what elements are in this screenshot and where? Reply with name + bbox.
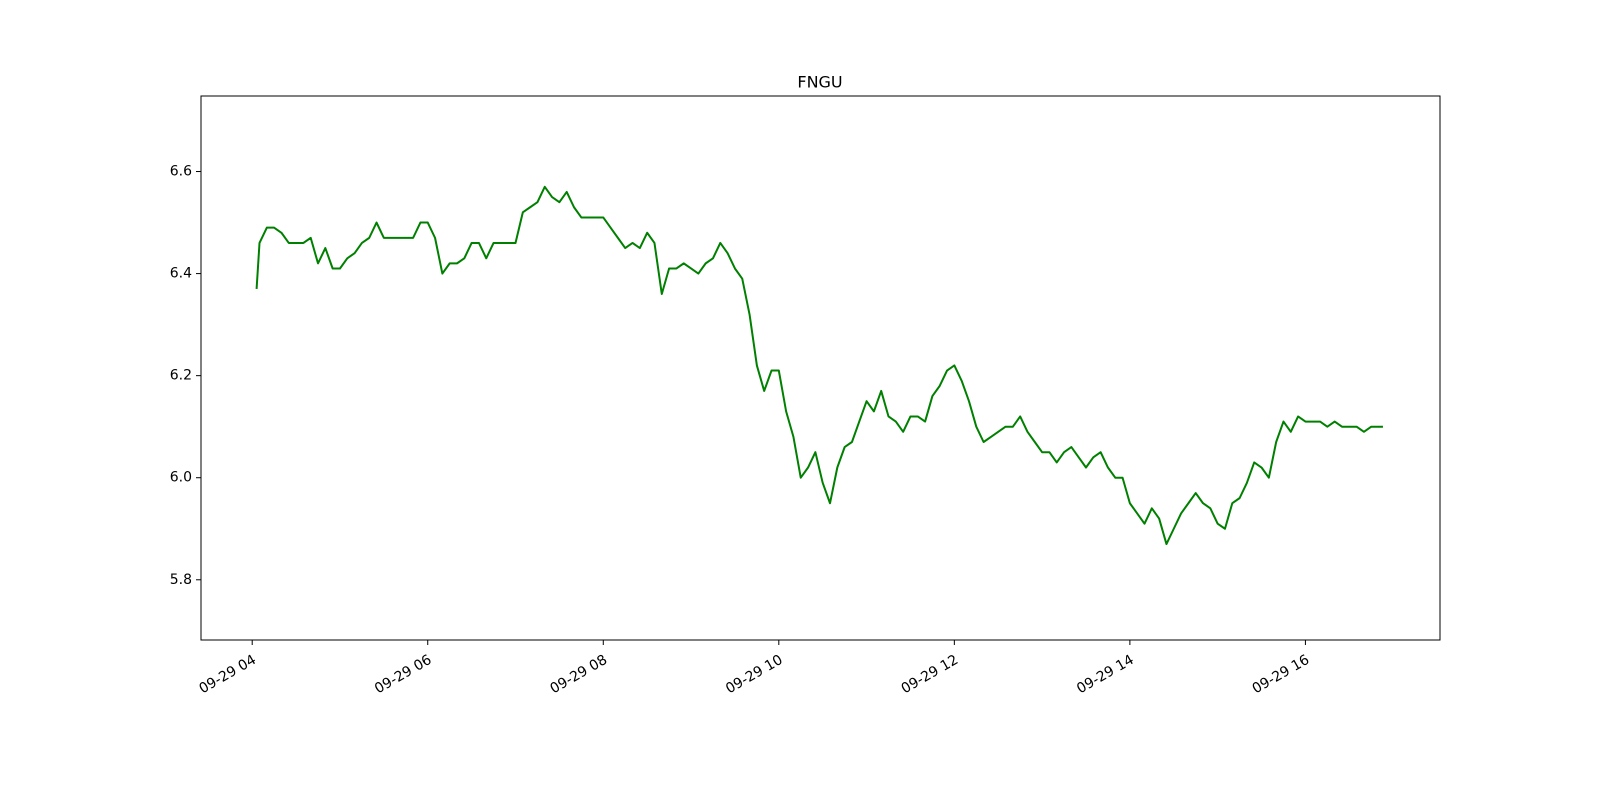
y-tick-label: 6.6 (170, 164, 192, 180)
plot-frame (200, 95, 1441, 641)
chart-title: FNGU (797, 73, 842, 92)
y-tick-label: 6.0 (170, 470, 192, 486)
y-tick-label: 6.2 (170, 368, 192, 384)
y-tick-label: 5.8 (170, 572, 192, 588)
y-tick-label: 6.4 (170, 266, 192, 282)
price-line (255, 185, 1383, 546)
